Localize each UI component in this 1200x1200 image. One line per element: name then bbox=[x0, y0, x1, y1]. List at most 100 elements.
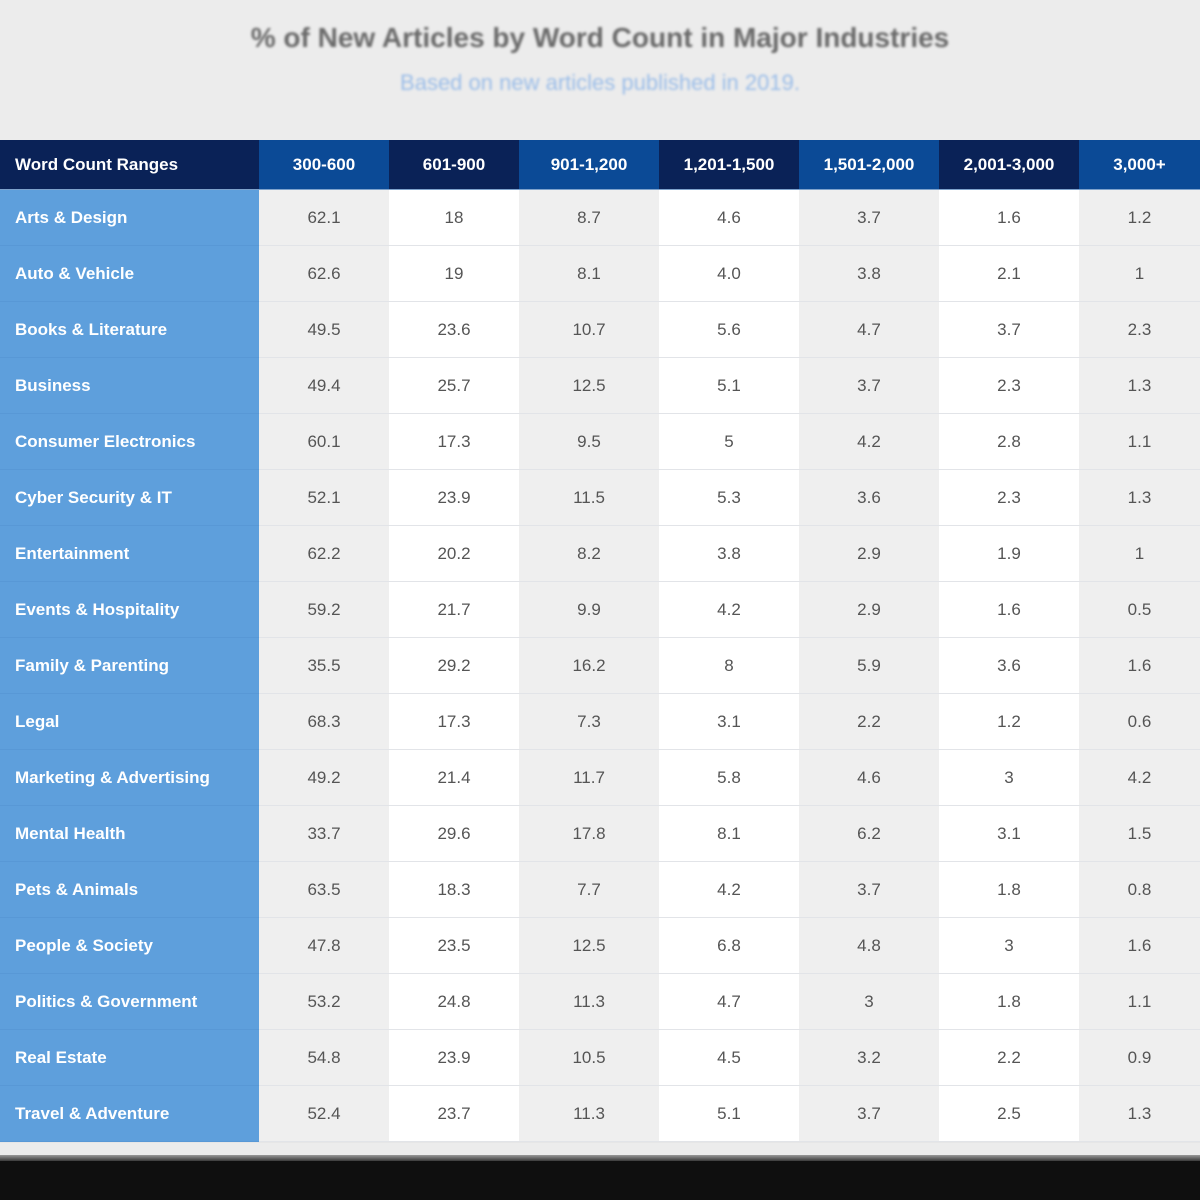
data-cell: 4.8 bbox=[799, 917, 939, 974]
data-cell: 17.3 bbox=[389, 693, 519, 750]
data-cell: 5.3 bbox=[659, 469, 799, 526]
row-label: Politics & Government bbox=[0, 973, 259, 1030]
data-cell: 62.2 bbox=[259, 525, 389, 582]
data-cell: 49.4 bbox=[259, 357, 389, 414]
data-cell: 7.7 bbox=[519, 861, 659, 918]
row-label: Family & Parenting bbox=[0, 637, 259, 694]
data-cell: 3.7 bbox=[799, 861, 939, 918]
data-cell: 1 bbox=[1079, 245, 1200, 302]
data-cell: 4.2 bbox=[659, 581, 799, 638]
data-cell: 1.2 bbox=[1079, 189, 1200, 246]
data-cell: 5.1 bbox=[659, 1085, 799, 1142]
data-cell: 11.5 bbox=[519, 469, 659, 526]
data-cell: 2.3 bbox=[939, 469, 1079, 526]
table-row: Family & Parenting 35.5 29.2 16.2 8 5.9 3.6 1.6 bbox=[0, 637, 1200, 694]
row-label: Entertainment bbox=[0, 525, 259, 582]
data-cell: 3.8 bbox=[659, 525, 799, 582]
data-cell: 4.0 bbox=[659, 245, 799, 302]
data-cell: 0.8 bbox=[1079, 861, 1200, 918]
row-label: Business bbox=[0, 357, 259, 414]
data-cell: 21.7 bbox=[389, 581, 519, 638]
data-cell: 12.5 bbox=[519, 357, 659, 414]
data-cell: 35.5 bbox=[259, 637, 389, 694]
data-cell: 19 bbox=[389, 245, 519, 302]
data-cell: 3.6 bbox=[799, 469, 939, 526]
table-row: Consumer Electronics 60.1 17.3 9.5 5 4.2 2.8 1.… bbox=[0, 413, 1200, 470]
data-cell: 2.2 bbox=[799, 693, 939, 750]
column-header: 2,001-3,000 bbox=[939, 140, 1079, 190]
data-cell: 2.3 bbox=[939, 357, 1079, 414]
data-cell: 1.5 bbox=[1079, 805, 1200, 862]
data-cell: 9.5 bbox=[519, 413, 659, 470]
data-table-container: Word Count Ranges 300-600 601-900 901-1,… bbox=[0, 140, 1200, 1143]
row-label: Books & Literature bbox=[0, 301, 259, 358]
row-label: Consumer Electronics bbox=[0, 413, 259, 470]
data-cell: 60.1 bbox=[259, 413, 389, 470]
row-label: Events & Hospitality bbox=[0, 581, 259, 638]
data-cell: 53.2 bbox=[259, 973, 389, 1030]
data-cell: 5.8 bbox=[659, 749, 799, 806]
column-header: 3,000+ bbox=[1079, 140, 1200, 190]
data-cell: 18.3 bbox=[389, 861, 519, 918]
data-cell: 5 bbox=[659, 413, 799, 470]
data-cell: 5.9 bbox=[799, 637, 939, 694]
data-cell: 17.3 bbox=[389, 413, 519, 470]
data-cell: 7.3 bbox=[519, 693, 659, 750]
data-cell: 23.9 bbox=[389, 469, 519, 526]
data-cell: 1.6 bbox=[1079, 637, 1200, 694]
row-label: Legal bbox=[0, 693, 259, 750]
data-cell: 4.2 bbox=[1079, 749, 1200, 806]
chart-header: % of New Articles by Word Count in Major… bbox=[0, 0, 1200, 140]
data-cell: 49.2 bbox=[259, 749, 389, 806]
data-cell: 4.5 bbox=[659, 1029, 799, 1086]
chart-title: % of New Articles by Word Count in Major… bbox=[250, 22, 950, 53]
table-row: Real Estate 54.8 23.9 10.5 4.5 3.2 2.2 0.9 bbox=[0, 1029, 1200, 1086]
data-cell: 8.7 bbox=[519, 189, 659, 246]
data-cell: 1.3 bbox=[1079, 1085, 1200, 1142]
row-label: Auto & Vehicle bbox=[0, 245, 259, 302]
data-cell: 0.5 bbox=[1079, 581, 1200, 638]
data-cell: 9.9 bbox=[519, 581, 659, 638]
data-cell: 2.9 bbox=[799, 581, 939, 638]
data-cell: 0.6 bbox=[1079, 693, 1200, 750]
row-label: Real Estate bbox=[0, 1029, 259, 1086]
data-cell: 62.6 bbox=[259, 245, 389, 302]
data-cell: 29.2 bbox=[389, 637, 519, 694]
data-cell: 6.8 bbox=[659, 917, 799, 974]
data-cell: 1.6 bbox=[939, 581, 1079, 638]
data-cell: 33.7 bbox=[259, 805, 389, 862]
data-cell: 5.1 bbox=[659, 357, 799, 414]
data-cell: 1.1 bbox=[1079, 973, 1200, 1030]
data-cell: 1.2 bbox=[939, 693, 1079, 750]
data-cell: 1.6 bbox=[939, 189, 1079, 246]
table-row: Legal 68.3 17.3 7.3 3.1 2.2 1.2 0.6 bbox=[0, 693, 1200, 750]
column-header: 1,201-1,500 bbox=[659, 140, 799, 190]
table-row: People & Society 47.8 23.5 12.5 6.8 4.8 3 1.6 bbox=[0, 917, 1200, 974]
data-cell: 8.2 bbox=[519, 525, 659, 582]
data-cell: 3.6 bbox=[939, 637, 1079, 694]
table-row: Marketing & Advertising 49.2 21.4 11.7 5.8 4.… bbox=[0, 749, 1200, 806]
data-cell: 4.7 bbox=[659, 973, 799, 1030]
bottom-dark-band bbox=[0, 1161, 1200, 1200]
data-cell: 2.2 bbox=[939, 1029, 1079, 1086]
data-cell: 52.4 bbox=[259, 1085, 389, 1142]
data-cell: 10.5 bbox=[519, 1029, 659, 1086]
data-cell: 18 bbox=[389, 189, 519, 246]
row-label: Travel & Adventure bbox=[0, 1085, 259, 1142]
column-header: 1,501-2,000 bbox=[799, 140, 939, 190]
data-cell: 11.7 bbox=[519, 749, 659, 806]
data-cell: 49.5 bbox=[259, 301, 389, 358]
header-row: Word Count Ranges 300-600 601-900 901-1,… bbox=[0, 140, 1200, 190]
data-cell: 3.1 bbox=[939, 805, 1079, 862]
table-row: Events & Hospitality 59.2 21.7 9.9 4.2 2.9 1.6… bbox=[0, 581, 1200, 638]
data-cell: 1.1 bbox=[1079, 413, 1200, 470]
data-cell: 3 bbox=[939, 749, 1079, 806]
data-cell: 0.9 bbox=[1079, 1029, 1200, 1086]
table-row: Politics & Government 53.2 24.8 11.3 4.7 3 1.8… bbox=[0, 973, 1200, 1030]
column-header: 601-900 bbox=[389, 140, 519, 190]
data-cell: 1.8 bbox=[939, 973, 1079, 1030]
data-cell: 2.1 bbox=[939, 245, 1079, 302]
data-cell: 1.9 bbox=[939, 525, 1079, 582]
data-cell: 3.7 bbox=[939, 301, 1079, 358]
data-cell: 1.3 bbox=[1079, 469, 1200, 526]
